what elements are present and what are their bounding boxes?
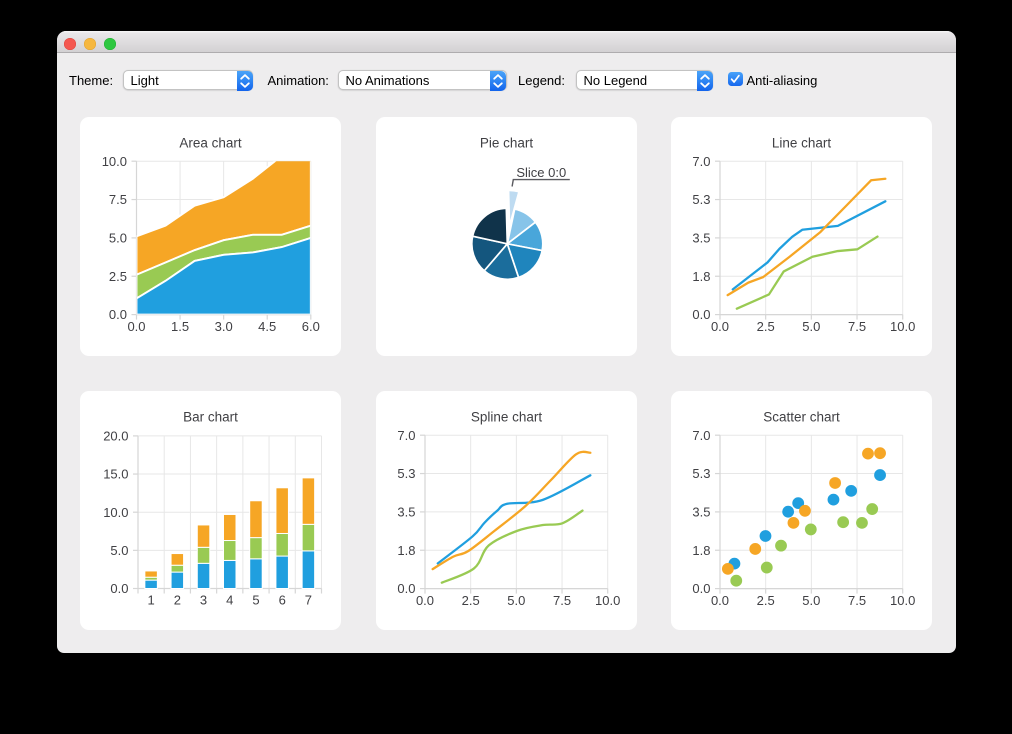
- svg-text:6: 6: [279, 592, 286, 607]
- svg-text:0.0: 0.0: [692, 307, 710, 322]
- svg-text:2.5: 2.5: [461, 592, 479, 607]
- svg-text:5.0: 5.0: [507, 592, 525, 607]
- svg-text:1.8: 1.8: [692, 542, 710, 557]
- svg-text:1.8: 1.8: [397, 542, 415, 557]
- svg-text:0.0: 0.0: [711, 592, 729, 607]
- svg-text:0.0: 0.0: [415, 592, 433, 607]
- svg-text:0.0: 0.0: [110, 581, 128, 596]
- svg-text:5.0: 5.0: [802, 319, 820, 334]
- svg-text:4: 4: [226, 592, 233, 607]
- svg-text:5.0: 5.0: [109, 231, 127, 246]
- svg-text:3.5: 3.5: [692, 231, 710, 246]
- svg-text:Scatter chart: Scatter chart: [763, 409, 840, 424]
- svg-text:2.5: 2.5: [757, 592, 775, 607]
- svg-text:6.0: 6.0: [302, 319, 320, 334]
- svg-text:7.0: 7.0: [692, 154, 710, 169]
- svg-text:2.5: 2.5: [757, 319, 775, 334]
- svg-text:10.0: 10.0: [890, 592, 915, 607]
- svg-text:3.0: 3.0: [215, 319, 233, 334]
- svg-text:2.5: 2.5: [109, 269, 127, 284]
- svg-text:5.3: 5.3: [397, 466, 415, 481]
- svg-text:5.3: 5.3: [692, 192, 710, 207]
- svg-text:0.0: 0.0: [692, 581, 710, 596]
- svg-text:10.0: 10.0: [103, 504, 128, 519]
- svg-text:10.0: 10.0: [595, 592, 620, 607]
- svg-text:Slice 0:0: Slice 0:0: [516, 165, 566, 180]
- svg-text:Area chart: Area chart: [179, 136, 242, 151]
- svg-text:1: 1: [147, 592, 154, 607]
- svg-text:0.0: 0.0: [397, 581, 415, 596]
- svg-text:0.0: 0.0: [127, 319, 145, 334]
- svg-text:Bar chart: Bar chart: [183, 409, 238, 424]
- svg-text:5.3: 5.3: [692, 466, 710, 481]
- svg-text:0.0: 0.0: [711, 319, 729, 334]
- svg-text:7.5: 7.5: [848, 592, 866, 607]
- svg-text:Line chart: Line chart: [772, 136, 832, 151]
- svg-text:5: 5: [252, 592, 259, 607]
- svg-text:4.5: 4.5: [258, 319, 276, 334]
- svg-text:7.0: 7.0: [692, 427, 710, 442]
- svg-text:10.0: 10.0: [102, 154, 127, 169]
- svg-text:15.0: 15.0: [103, 466, 128, 481]
- svg-text:7.5: 7.5: [109, 192, 127, 207]
- svg-text:7.5: 7.5: [848, 319, 866, 334]
- svg-text:7: 7: [305, 592, 312, 607]
- svg-text:1.5: 1.5: [171, 319, 189, 334]
- svg-text:5.0: 5.0: [802, 592, 820, 607]
- svg-text:3.5: 3.5: [692, 504, 710, 519]
- svg-text:2: 2: [174, 592, 181, 607]
- svg-text:10.0: 10.0: [890, 319, 915, 334]
- svg-text:7.0: 7.0: [397, 427, 415, 442]
- svg-text:3.5: 3.5: [397, 504, 415, 519]
- svg-text:0.0: 0.0: [109, 307, 127, 322]
- svg-text:20.0: 20.0: [103, 428, 128, 443]
- svg-text:Pie chart: Pie chart: [479, 136, 533, 151]
- svg-text:Spline chart: Spline chart: [470, 409, 542, 424]
- svg-text:3: 3: [200, 592, 207, 607]
- svg-text:7.5: 7.5: [552, 592, 570, 607]
- svg-text:5.0: 5.0: [110, 542, 128, 557]
- svg-text:1.8: 1.8: [692, 269, 710, 284]
